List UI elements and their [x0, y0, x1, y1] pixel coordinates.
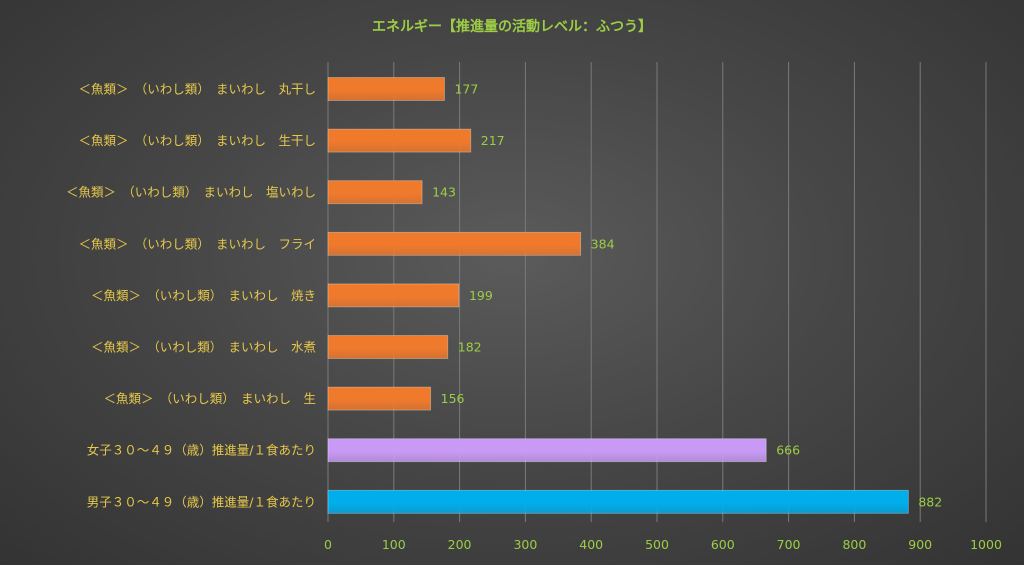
bar	[327, 180, 423, 205]
bar	[327, 128, 472, 153]
bar	[327, 77, 445, 101]
x-tick-label: 800	[842, 537, 866, 552]
x-tick-label: 200	[448, 537, 472, 552]
category-labels: ＜魚類＞ （いわし類） まいわし 丸干し ＜魚類＞ （いわし類） まいわし 生干し…	[66, 82, 316, 510]
x-axis-tick-labels: 0 100 200 300 400 500 600 700 800 900 1000	[324, 537, 1002, 552]
value-label: 177	[454, 82, 478, 97]
x-tick-label: 0	[324, 537, 332, 552]
value-label: 156	[441, 391, 465, 406]
category-label: ＜魚類＞ （いわし類） まいわし フライ	[78, 236, 316, 251]
x-tick-label: 1000	[970, 537, 1002, 552]
bar	[327, 231, 582, 256]
category-label: 男子３０～４９（歳）推進量/１食あたり	[87, 494, 316, 509]
x-tick-label: 300	[513, 537, 537, 552]
x-tick-label: 900	[908, 537, 932, 552]
value-label: 199	[469, 288, 493, 303]
value-labels: 177 217 143 384 199 182 156 666 882	[432, 82, 942, 510]
value-label: 143	[432, 185, 456, 200]
x-tick-label: 100	[382, 537, 406, 552]
bars	[327, 77, 909, 514]
value-label: 882	[918, 494, 942, 509]
value-label: 182	[458, 340, 482, 355]
value-label: 217	[481, 133, 505, 148]
chart-title: エネルギー【推進量の活動レベル：ふつう】	[372, 18, 652, 35]
category-label: 女子３０～４９（歳）推進量/１食あたり	[87, 443, 316, 458]
category-label: ＜魚類＞ （いわし類） まいわし 生干し	[78, 133, 316, 148]
x-tick-label: 600	[711, 537, 735, 552]
bar	[327, 489, 909, 514]
x-tick-label: 700	[777, 537, 801, 552]
x-tick-label: 400	[579, 537, 603, 552]
category-label: ＜魚類＞ （いわし類） まいわし 焼き	[91, 288, 316, 303]
category-label: ＜魚類＞ （いわし類） まいわし 丸干し	[78, 82, 316, 97]
bar	[327, 335, 449, 359]
x-tick-label: 500	[645, 537, 669, 552]
category-label: ＜魚類＞ （いわし類） まいわし 水煮	[91, 340, 316, 355]
bar	[327, 386, 432, 411]
bar	[327, 283, 460, 308]
value-label: 666	[776, 443, 800, 458]
category-label: ＜魚類＞ （いわし類） まいわし 塩いわし	[66, 185, 316, 200]
category-label: ＜魚類＞ （いわし類） まいわし 生	[103, 391, 316, 406]
value-label: 384	[591, 236, 615, 251]
bar	[327, 438, 767, 463]
